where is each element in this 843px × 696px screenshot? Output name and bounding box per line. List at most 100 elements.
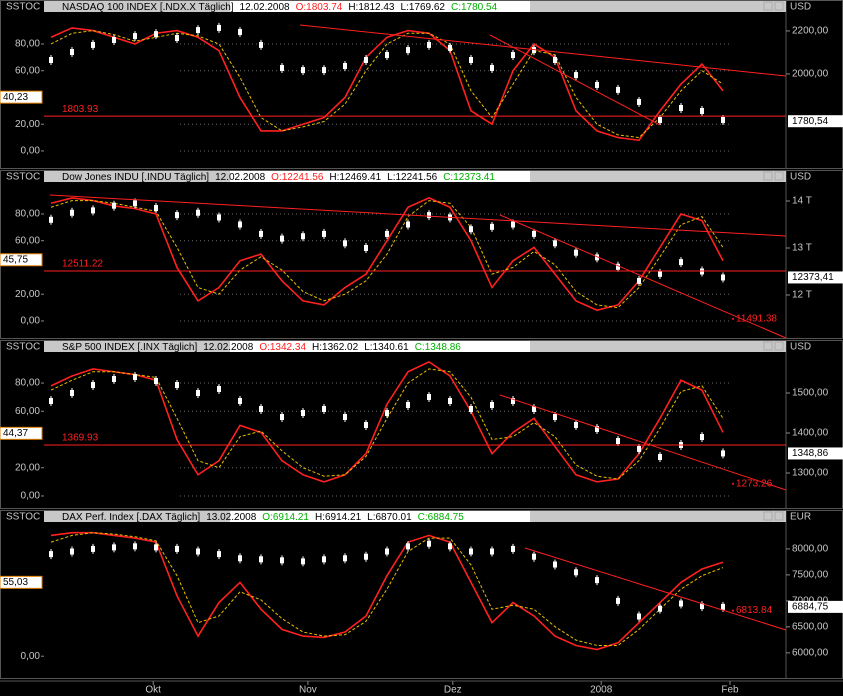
window-button[interactable] <box>774 341 784 351</box>
candle <box>490 548 494 555</box>
candle <box>280 557 284 564</box>
y2-tick-label: 2000,00 <box>792 69 829 80</box>
window-button[interactable] <box>763 511 773 521</box>
candle <box>721 117 725 124</box>
quote-field: L:6870.01 <box>367 512 412 523</box>
window-button[interactable] <box>763 171 773 181</box>
candle <box>364 56 368 63</box>
candle <box>721 603 725 610</box>
candle <box>196 27 200 34</box>
trend-line <box>524 547 787 631</box>
y-tick-label: 60,00 <box>15 235 40 246</box>
y-tick-label: 0,00 <box>21 316 41 327</box>
y2-tick-label: 7500,00 <box>792 570 829 581</box>
level-label: 1369.93 <box>62 433 99 444</box>
x-tick-label: 2008 <box>590 685 613 696</box>
quote-field: L:1340.61 <box>364 342 409 353</box>
candle <box>700 268 704 275</box>
candle <box>553 240 557 247</box>
candle <box>658 454 662 460</box>
candle <box>322 67 326 74</box>
candle <box>616 86 620 93</box>
left-tag <box>0 575 43 589</box>
panel-title: Dow Jones INDU [.INDU Täglich] 12.02.2008… <box>62 172 495 183</box>
axis-unit: EUR <box>790 512 811 523</box>
window-button[interactable] <box>774 511 784 521</box>
candle <box>679 259 683 266</box>
stochastic-line <box>50 200 724 309</box>
candle <box>133 543 137 550</box>
y2-tick-label: 13 T <box>792 243 812 254</box>
candle <box>637 277 641 284</box>
title-text: Dow Jones INDU [.INDU Täglich] <box>62 172 209 183</box>
window-button[interactable] <box>774 1 784 11</box>
candle <box>385 548 389 555</box>
y-tick-label: 20,00 <box>15 462 40 473</box>
stochastic-line <box>50 368 724 480</box>
candle <box>490 223 494 230</box>
candle <box>553 561 557 568</box>
level-label: 1803.93 <box>62 104 99 115</box>
candle <box>196 548 200 555</box>
trend-line <box>49 194 787 237</box>
right-tag-label: 12373,41 <box>792 272 834 283</box>
candle <box>448 543 452 550</box>
indicator-label: SSTOC <box>6 512 40 523</box>
candle <box>532 230 536 237</box>
candle <box>301 233 305 240</box>
left-tag-label: 45,75 <box>3 254 28 265</box>
candle <box>637 98 641 105</box>
candle <box>616 597 620 604</box>
candle <box>343 414 347 420</box>
candle <box>490 402 494 408</box>
panel-title: S&P 500 INDEX [.INX Täglich] 12.02.2008 O:… <box>62 342 461 353</box>
quote-field: H:1362.02 <box>312 342 359 353</box>
candle <box>343 240 347 247</box>
y2-tick-label: 1300,00 <box>792 468 829 479</box>
quote-date: 13.02.2008 <box>206 512 256 523</box>
trend-lines <box>49 24 787 631</box>
y-tick-label: 60,00 <box>15 406 40 417</box>
y2-tick-label: 1400,00 <box>792 428 829 439</box>
candle <box>70 548 74 555</box>
candle <box>175 212 179 219</box>
window-button[interactable] <box>774 171 784 181</box>
left-tag <box>0 90 43 104</box>
panel-title: NASDAQ 100 INDEX [.NDX.X Täglich] 12.02.2… <box>62 2 498 13</box>
right-tag-label: 6884,75 <box>792 602 829 613</box>
indicator-label: SSTOC <box>6 342 40 353</box>
candle <box>532 47 536 54</box>
quote-field: H:6914.21 <box>315 512 362 523</box>
candle <box>406 402 410 408</box>
window-button[interactable] <box>763 341 773 351</box>
stochastic-line <box>50 532 724 646</box>
candle <box>238 555 242 562</box>
quote-field: O:6914.21 <box>262 512 309 523</box>
annotation-point <box>732 609 734 612</box>
candle <box>385 410 389 416</box>
candle <box>112 376 116 382</box>
annotation-point <box>732 482 734 485</box>
trend-line <box>499 214 787 339</box>
y-tick-label: 20,00 <box>15 289 40 300</box>
candle <box>616 438 620 444</box>
candle <box>427 540 431 547</box>
x-tick-label: Feb <box>721 685 739 696</box>
window-button[interactable] <box>763 1 773 11</box>
candle <box>511 545 515 552</box>
trend-line <box>299 24 787 77</box>
candle <box>469 56 473 63</box>
annotation-label: 6813.84 <box>736 605 773 616</box>
candle <box>406 221 410 228</box>
stochastic-line <box>50 30 724 139</box>
candle <box>70 209 74 216</box>
candle <box>301 558 305 565</box>
candle <box>301 410 305 416</box>
header-quote-bg <box>230 1 530 12</box>
quote-field: O:1803.74 <box>296 2 343 13</box>
candle <box>343 63 347 70</box>
candle <box>427 212 431 219</box>
candle <box>385 52 389 59</box>
right-tag-label: 1348,86 <box>792 448 829 459</box>
y2-tick-label: 2200,00 <box>792 26 829 37</box>
